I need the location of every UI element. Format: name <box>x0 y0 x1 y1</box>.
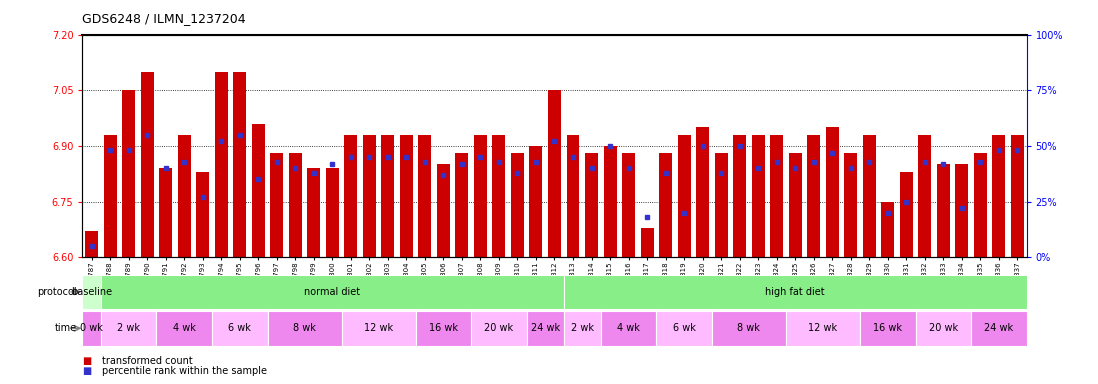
Text: 6 wk: 6 wk <box>228 323 251 333</box>
Bar <box>937 164 950 257</box>
Bar <box>418 135 432 257</box>
Text: protocol: protocol <box>37 287 77 297</box>
Text: high fat diet: high fat diet <box>765 287 825 297</box>
Bar <box>563 311 601 346</box>
Bar <box>604 146 616 257</box>
Bar <box>527 311 563 346</box>
Text: 2 wk: 2 wk <box>571 323 594 333</box>
Bar <box>585 153 598 257</box>
Bar <box>289 153 302 257</box>
Text: 24 wk: 24 wk <box>984 323 1013 333</box>
Bar <box>437 164 450 257</box>
Bar <box>548 90 561 257</box>
Bar <box>456 153 469 257</box>
Text: 12 wk: 12 wk <box>808 323 838 333</box>
Text: 4 wk: 4 wk <box>172 323 195 333</box>
Bar <box>955 164 968 257</box>
Bar <box>197 172 210 257</box>
Text: 8 wk: 8 wk <box>293 323 316 333</box>
Bar <box>101 311 156 346</box>
Bar <box>882 202 894 257</box>
Bar <box>974 153 987 257</box>
Bar <box>82 311 101 346</box>
Bar <box>770 135 783 257</box>
Text: 16 wk: 16 wk <box>429 323 458 333</box>
Bar <box>752 135 764 257</box>
Bar <box>715 153 728 257</box>
Bar <box>826 127 839 257</box>
Bar <box>307 168 321 257</box>
Bar <box>567 135 580 257</box>
Bar <box>529 146 542 257</box>
Bar <box>326 168 339 257</box>
Bar <box>659 153 672 257</box>
Text: 4 wk: 4 wk <box>617 323 640 333</box>
Text: GDS6248 / ILMN_1237204: GDS6248 / ILMN_1237204 <box>82 12 246 25</box>
Bar <box>233 72 246 257</box>
Bar <box>493 135 505 257</box>
Bar <box>863 135 876 257</box>
Text: 6 wk: 6 wk <box>673 323 695 333</box>
Bar <box>899 172 912 257</box>
Bar <box>471 311 527 346</box>
Bar <box>251 124 265 257</box>
Text: transformed count: transformed count <box>102 356 193 366</box>
Text: 24 wk: 24 wk <box>530 323 560 333</box>
Bar <box>178 135 191 257</box>
Bar <box>657 311 712 346</box>
Bar <box>345 135 357 257</box>
Bar <box>807 135 820 257</box>
Bar <box>860 311 916 346</box>
Bar <box>215 72 227 257</box>
Bar <box>511 153 524 257</box>
Text: 16 wk: 16 wk <box>873 323 903 333</box>
Bar <box>101 275 563 309</box>
Text: 20 wk: 20 wk <box>929 323 957 333</box>
Bar <box>677 135 691 257</box>
Text: time: time <box>55 323 77 333</box>
Bar <box>268 311 341 346</box>
Text: 12 wk: 12 wk <box>365 323 393 333</box>
Text: percentile rank within the sample: percentile rank within the sample <box>102 366 267 376</box>
Bar <box>696 127 709 257</box>
Text: 20 wk: 20 wk <box>484 323 514 333</box>
Bar <box>640 228 653 257</box>
Bar <box>788 153 802 257</box>
Bar <box>159 168 172 257</box>
Text: 8 wk: 8 wk <box>738 323 760 333</box>
Bar <box>103 135 116 257</box>
Text: normal diet: normal diet <box>304 287 360 297</box>
Bar <box>916 311 971 346</box>
Bar <box>474 135 486 257</box>
Bar <box>341 311 416 346</box>
Bar <box>844 153 858 257</box>
Bar <box>156 311 212 346</box>
Text: 0 wk: 0 wk <box>80 323 103 333</box>
Bar <box>993 135 1006 257</box>
Bar <box>270 153 283 257</box>
Bar <box>381 135 394 257</box>
Bar <box>416 311 471 346</box>
Bar <box>82 275 101 309</box>
Text: ■: ■ <box>82 356 91 366</box>
Bar <box>786 311 860 346</box>
Bar <box>733 135 747 257</box>
Bar <box>86 231 98 257</box>
Bar <box>623 153 635 257</box>
Text: 2 wk: 2 wk <box>117 323 141 333</box>
Bar <box>1011 135 1023 257</box>
Text: baseline: baseline <box>71 287 112 297</box>
Bar <box>212 311 268 346</box>
Bar <box>122 90 135 257</box>
Bar <box>400 135 413 257</box>
Bar <box>918 135 931 257</box>
Bar <box>362 135 376 257</box>
Bar <box>601 311 657 346</box>
Bar <box>971 311 1027 346</box>
Bar <box>563 275 1027 309</box>
Bar <box>141 72 154 257</box>
Text: ■: ■ <box>82 366 91 376</box>
Bar <box>712 311 786 346</box>
